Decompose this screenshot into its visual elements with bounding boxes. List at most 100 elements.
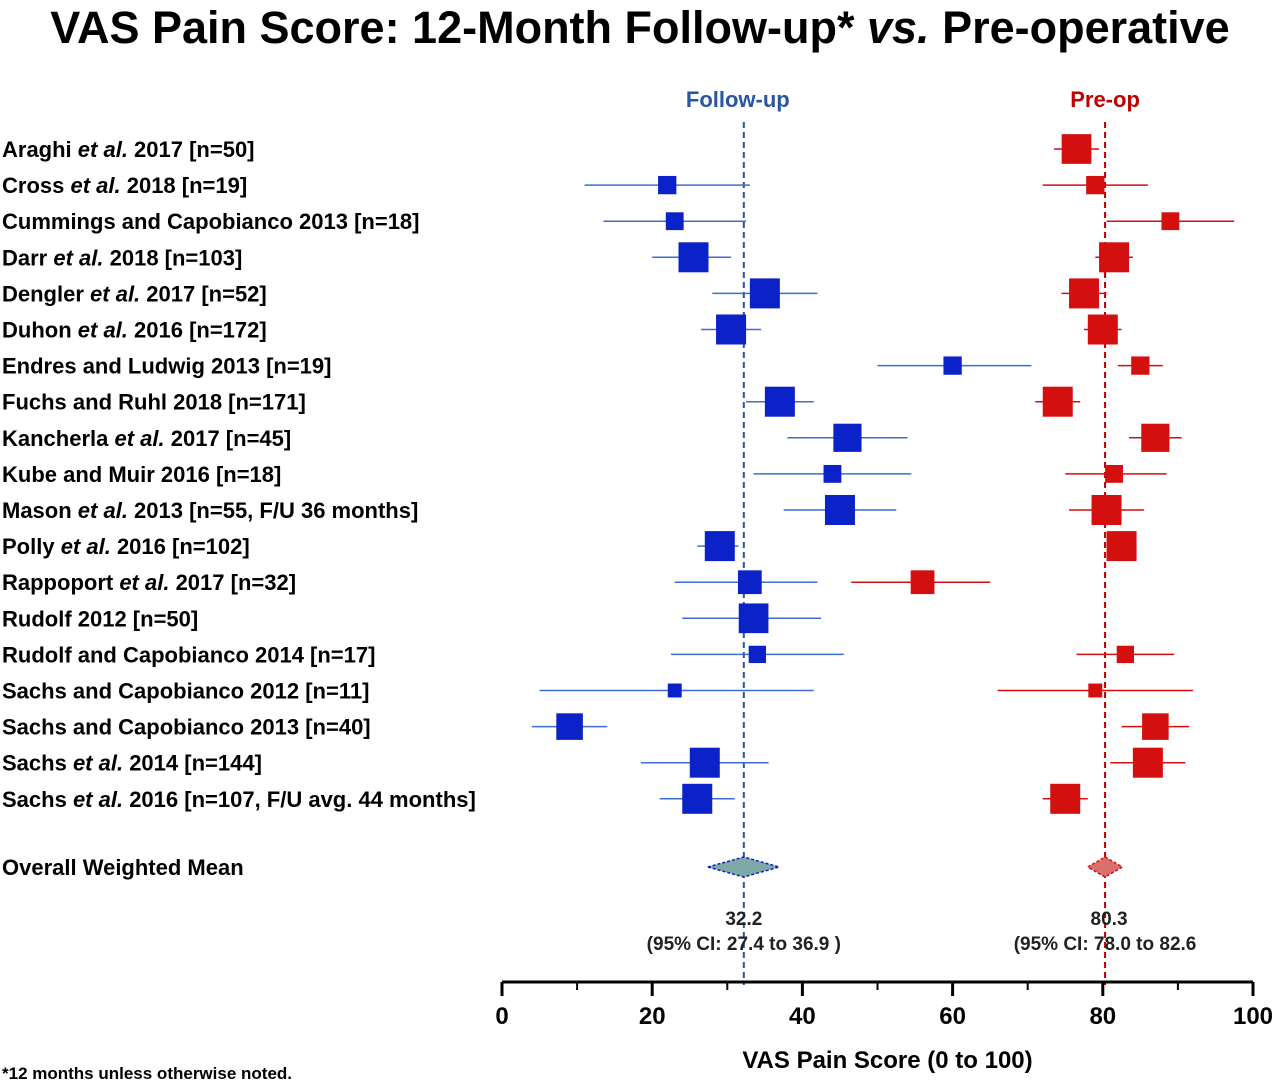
preop-point <box>1091 495 1122 525</box>
study-detail: 2017 [n=32] <box>169 570 296 595</box>
overall-label: Overall Weighted Mean <box>2 855 244 880</box>
preop-overall-ci: (95% CI: 78.0 to 82.6 <box>1014 934 1197 955</box>
study-author: Duhon <box>2 318 72 343</box>
preop-point <box>1099 242 1130 273</box>
study-author: Fuchs and Ruhl 2018 [n=171] <box>2 390 306 415</box>
study-label: Kube and Muir 2016 [n=18] <box>2 462 281 487</box>
preop-point <box>1161 212 1180 231</box>
followup-point <box>665 212 684 231</box>
preop-overall-mean: 80.3 <box>1091 909 1128 930</box>
followup-marks <box>532 175 1032 814</box>
preop-point <box>1088 683 1103 698</box>
preop-point <box>1106 531 1137 562</box>
followup-overall-mean: 32.2 <box>725 909 762 930</box>
preop-point <box>1105 464 1123 483</box>
study-detail: 2018 [n=103] <box>104 245 243 270</box>
preop-point <box>1141 423 1170 452</box>
x-tick-label: 100 <box>1233 1003 1273 1030</box>
study-label: Kancherla et al. 2017 [n=45] <box>2 426 291 451</box>
study-author: Rappoport <box>2 570 114 595</box>
study-label: Mason et al. 2013 [n=55, F/U 36 months] <box>2 498 418 523</box>
preop-marks <box>851 134 1235 814</box>
followup-point <box>737 570 762 595</box>
study-detail: 2017 [n=50] <box>128 137 255 162</box>
study-etal: et al. <box>113 570 169 595</box>
followup-point <box>748 645 766 664</box>
study-label: Cummings and Capobianco 2013 [n=18] <box>2 209 419 234</box>
followup-point <box>823 464 842 483</box>
study-author: Dengler <box>2 281 84 306</box>
study-etal: et al. <box>67 751 123 776</box>
followup-point <box>667 683 682 698</box>
x-tick-label: 20 <box>639 1003 666 1030</box>
reference-lines: Follow-up Pre-op <box>686 87 1140 985</box>
overall-summary: Overall Weighted Mean 32.2 (95% CI: 27.4 t… <box>2 855 1196 955</box>
x-tick-label: 60 <box>939 1003 966 1030</box>
x-tick-label: 80 <box>1089 1003 1116 1030</box>
followup-point <box>678 242 709 273</box>
study-detail: 2014 [n=144] <box>123 751 262 776</box>
study-label: Polly et al. 2016 [n=102] <box>2 534 250 559</box>
study-detail: 2013 [n=55, F/U 36 months] <box>128 498 418 523</box>
preop-point <box>910 570 935 595</box>
study-author: Endres and Ludwig 2013 [n=19] <box>2 354 331 379</box>
preop-point <box>1061 134 1092 164</box>
followup-point <box>556 713 583 740</box>
study-label: Rudolf 2012 [n=50] <box>2 606 198 631</box>
study-label: Sachs and Capobianco 2012 [n=11] <box>2 679 369 704</box>
study-author: Mason <box>2 498 72 523</box>
study-etal: et al. <box>72 137 128 162</box>
study-author: Polly <box>2 534 55 559</box>
study-author: Sachs <box>2 751 67 776</box>
followup-header: Follow-up <box>686 87 790 112</box>
chart-title: VAS Pain Score: 12-Month Follow-up* vs. … <box>0 2 1280 54</box>
preop-point <box>1087 314 1118 345</box>
preop-point <box>1142 713 1169 740</box>
x-tick-label: 40 <box>789 1003 816 1030</box>
followup-overall-ci: (95% CI: 27.4 to 36.9 ) <box>647 934 841 955</box>
preop-point <box>1050 783 1081 814</box>
study-author: Rudolf 2012 [n=50] <box>2 606 198 631</box>
study-detail: 2016 [n=172] <box>128 318 267 343</box>
study-etal: et al. <box>108 426 164 451</box>
study-detail: 2016 [n=102] <box>111 534 250 559</box>
study-author: Araghi <box>2 137 72 162</box>
study-detail: 2017 [n=45] <box>165 426 292 451</box>
followup-point <box>833 423 862 452</box>
preop-point <box>1069 278 1100 309</box>
study-label: Sachs et al. 2014 [n=144] <box>2 751 262 776</box>
x-axis-label: VAS Pain Score (0 to 100) <box>742 1047 1032 1074</box>
followup-point <box>716 314 747 345</box>
followup-point <box>658 175 677 195</box>
preop-point <box>1131 356 1150 375</box>
followup-point <box>704 531 735 562</box>
study-author: Sachs and Capobianco 2012 [n=11] <box>2 679 369 704</box>
preop-overall-diamond <box>1086 856 1124 878</box>
study-label: Rudolf and Capobianco 2014 [n=17] <box>2 642 375 667</box>
followup-point <box>943 356 962 375</box>
study-author: Cummings and Capobianco 2013 [n=18] <box>2 209 419 234</box>
study-label: Dengler et al. 2017 [n=52] <box>2 281 267 306</box>
preop-header: Pre-op <box>1070 87 1140 112</box>
followup-point <box>682 783 713 814</box>
study-author: Kancherla <box>2 426 109 451</box>
study-detail: 2016 [n=107, F/U avg. 44 months] <box>123 787 476 812</box>
study-label: Sachs and Capobianco 2013 [n=40] <box>2 715 371 740</box>
x-axis: 0 20 40 60 80 100 VAS Pain Score (0 to 100) <box>495 980 1273 1074</box>
study-author: Kube and Muir 2016 [n=18] <box>2 462 281 487</box>
study-label: Endres and Ludwig 2013 [n=19] <box>2 354 331 379</box>
study-label: Duhon et al. 2016 [n=172] <box>2 318 267 343</box>
preop-point <box>1042 386 1073 417</box>
study-label: Sachs et al. 2016 [n=107, F/U avg. 44 mo… <box>2 787 476 812</box>
followup-point <box>738 603 769 634</box>
title-prefix: VAS Pain Score: 12-Month Follow-up* <box>50 2 855 53</box>
followup-overall-diamond <box>704 856 782 878</box>
followup-point <box>764 386 795 417</box>
study-label: Darr et al. 2018 [n=103] <box>2 245 242 270</box>
study-label: Rappoport et al. 2017 [n=32] <box>2 570 296 595</box>
followup-point <box>824 495 855 525</box>
study-author: Sachs <box>2 787 67 812</box>
followup-point <box>749 278 780 309</box>
x-tick-label: 0 <box>495 1003 508 1030</box>
